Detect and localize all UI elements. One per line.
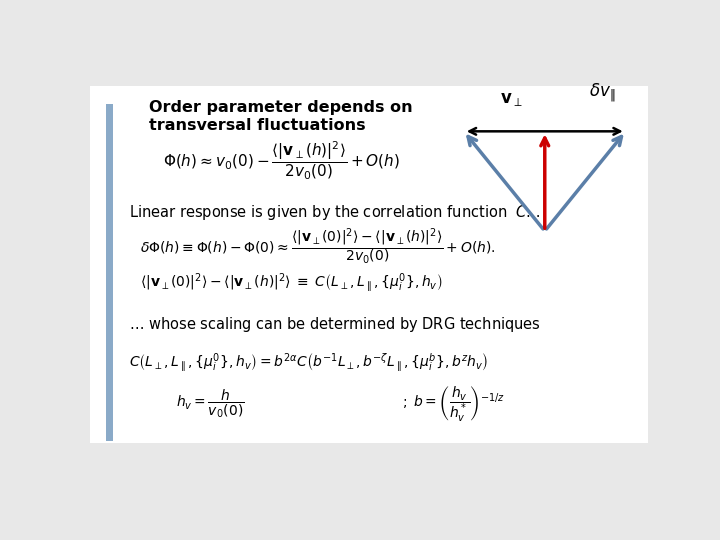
- Bar: [106, 104, 113, 441]
- Text: $\mathbf{v}_{\perp}$: $\mathbf{v}_{\perp}$: [500, 91, 523, 109]
- Text: Order parameter depends on
transversal fluctuations: Order parameter depends on transversal f…: [148, 100, 413, 132]
- Text: $\Phi(h) \approx v_0(0) - \dfrac{\langle|\mathbf{v}_{\perp}(h)|^2\rangle}{2v_0(0: $\Phi(h) \approx v_0(0) - \dfrac{\langle…: [163, 139, 400, 181]
- Bar: [90, 85, 648, 443]
- Text: $\delta v_{\|}$: $\delta v_{\|}$: [590, 82, 616, 104]
- Text: $\ldots$ whose scaling can be determined by DRG techniques: $\ldots$ whose scaling can be determined…: [129, 315, 541, 334]
- Text: $;\; b = \left(\dfrac{h_v}{h_v^*}\right)^{-1/z}$: $;\; b = \left(\dfrac{h_v}{h_v^*}\right)…: [402, 384, 505, 423]
- Text: $\delta\Phi(h) \equiv \Phi(h) - \Phi(0) \approx \dfrac{\langle|\mathbf{v}_{\perp: $\delta\Phi(h) \equiv \Phi(h) - \Phi(0) …: [140, 226, 496, 267]
- Text: $C\left(L_{\perp}, L_{\parallel}, \{\mu_i^0\}, h_v\right) = b^{2\alpha}C\left(b^: $C\left(L_{\perp}, L_{\parallel}, \{\mu_…: [129, 351, 488, 373]
- Text: $\langle|\mathbf{v}_{\perp}(0)|^2\rangle - \langle|\mathbf{v}_{\perp}(h)|^2\rang: $\langle|\mathbf{v}_{\perp}(0)|^2\rangle…: [140, 271, 443, 294]
- Text: Linear response is given by the correlation function  $C\ldots$: Linear response is given by the correlat…: [129, 203, 541, 222]
- Text: $h_v = \dfrac{h}{v_0(0)}$: $h_v = \dfrac{h}{v_0(0)}$: [176, 387, 245, 420]
